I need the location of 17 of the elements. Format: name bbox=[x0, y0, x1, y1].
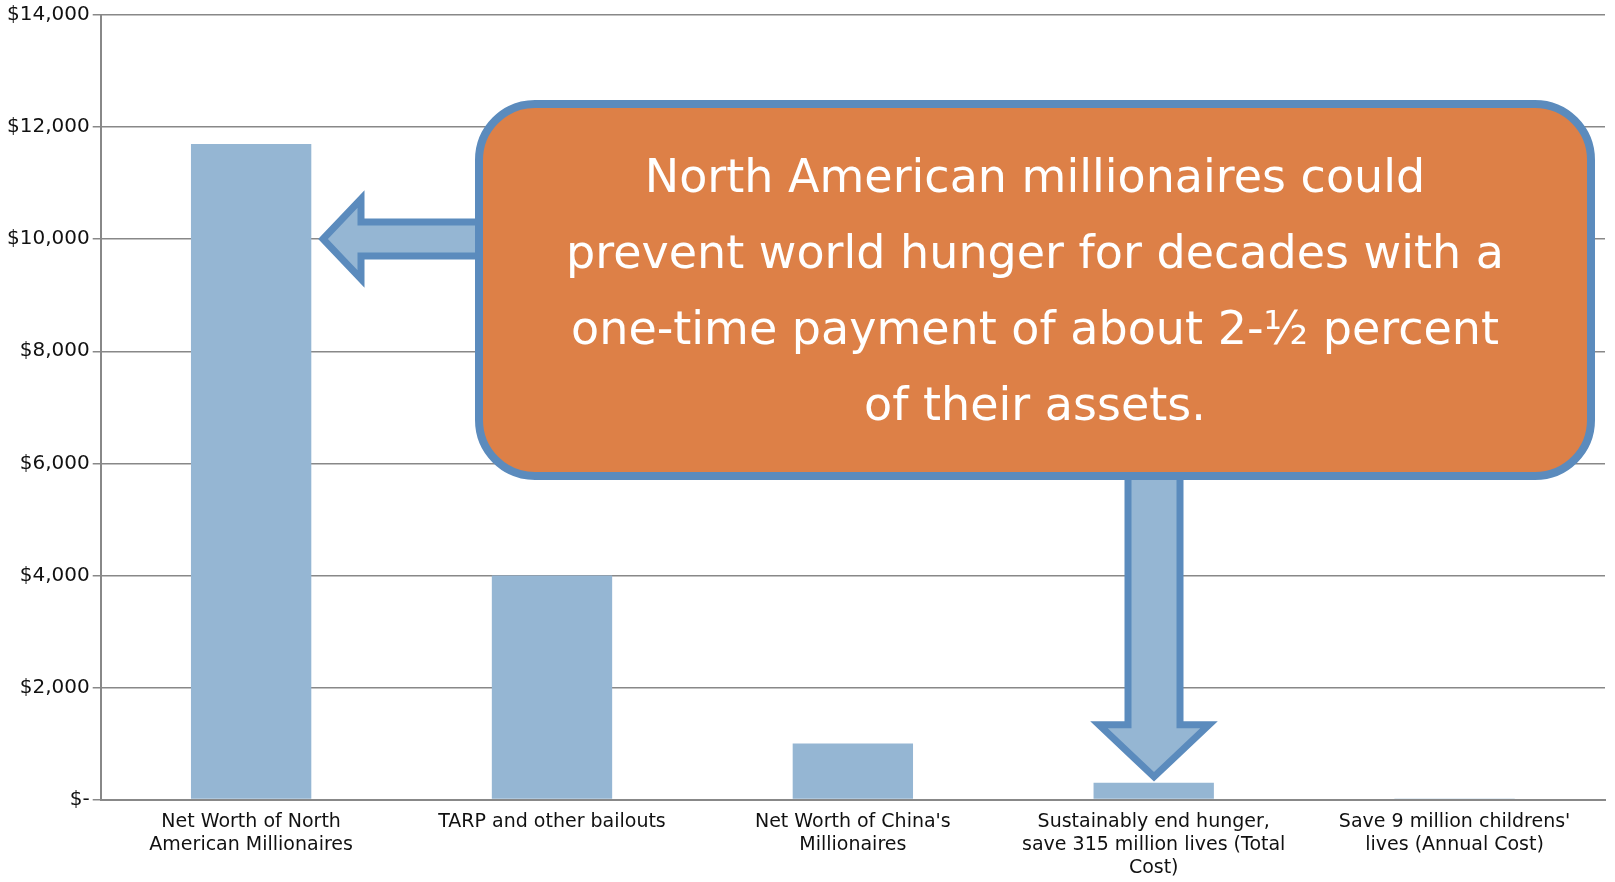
x-tick-label: Sustainably end hunger, save 315 million lives (Total Cost) bbox=[1022, 808, 1286, 877]
bar bbox=[491, 575, 613, 799]
y-tick-label: $8,000 bbox=[19, 337, 90, 362]
y-tick-label: $14,000 bbox=[6, 1, 90, 26]
y-tick-label: $10,000 bbox=[6, 225, 90, 250]
y-tick-label: $2,000 bbox=[19, 673, 90, 698]
bar bbox=[190, 143, 312, 799]
x-tick-label: Net Worth of North American Millionaires bbox=[149, 808, 353, 854]
callout-box: North American millionaires could prevent world hunger for decades with a one-time payment of about 2-½ percent of their assets. bbox=[475, 100, 1595, 480]
x-tick-label: Net Worth of China's Millionaires bbox=[754, 808, 951, 854]
y-tick-label: $6,000 bbox=[19, 449, 90, 474]
y-tick-label: $12,000 bbox=[6, 113, 90, 138]
x-tick-label: TARP and other bailouts bbox=[437, 808, 666, 831]
y-tick-label: $4,000 bbox=[19, 561, 90, 586]
y-tick-label: $- bbox=[69, 785, 90, 810]
bar bbox=[792, 743, 914, 799]
x-tick-label: Save 9 million childrens' lives (Annual Cost) bbox=[1338, 808, 1571, 854]
